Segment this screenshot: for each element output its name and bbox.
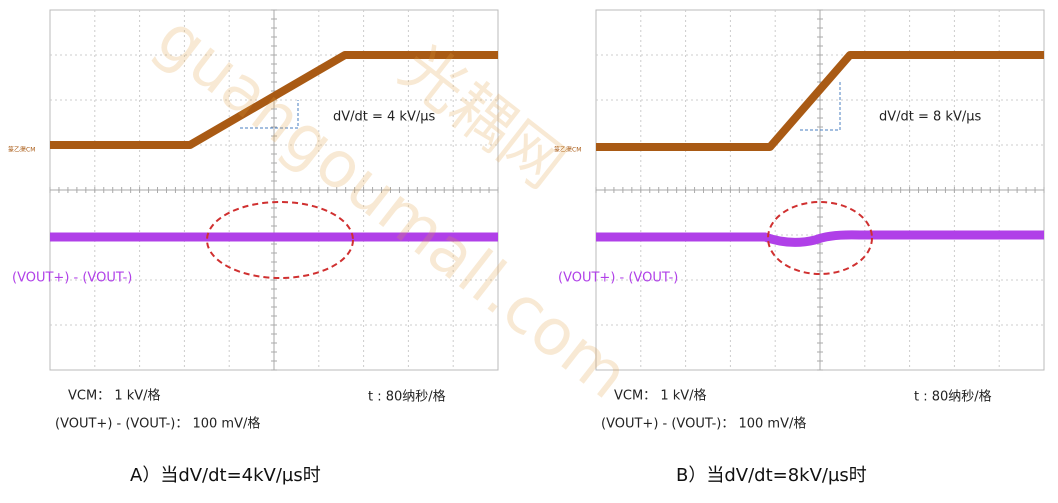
time-scale: t : 80纳秒/格 — [914, 389, 992, 405]
vcm-scale: VCM： 1 kV/格 — [68, 388, 161, 404]
vcm-trace — [596, 51, 1044, 151]
panels: 篆乙渠CM dV/dt = 4 kV/µs (VOUT+) - (VOUT-) VCM… — [8, 9, 1045, 486]
caption: A）当dV/dt=4kV/µs时 — [130, 465, 321, 486]
vcm-trace — [50, 51, 498, 149]
highlight-ellipse — [206, 201, 354, 279]
cm-label: 篆乙渠CM — [554, 146, 581, 154]
caption: B）当dV/dt=8kV/µs时 — [676, 465, 867, 486]
vcm-scale: VCM： 1 kV/格 — [614, 388, 707, 404]
scope-panel: 篆乙渠CM dV/dt = 8 kV/µs (VOUT+) - (VOUT-) VCM… — [554, 9, 1045, 486]
output-scale: (VOUT+) - (VOUT-)： 100 mV/格 — [55, 416, 260, 432]
output-trace — [596, 230, 1044, 247]
cm-label: 篆乙渠CM — [8, 146, 35, 154]
trace-label: (VOUT+) - (VOUT-) — [558, 271, 678, 286]
slope-guide — [800, 82, 841, 131]
highlight-ellipse — [767, 201, 873, 275]
trace-label: (VOUT+) - (VOUT-) — [12, 271, 132, 286]
scope-panel: 篆乙渠CM dV/dt = 4 kV/µs (VOUT+) - (VOUT-) VCM… — [8, 9, 499, 486]
slope-guide — [240, 100, 299, 129]
slope-label: dV/dt = 8 kV/µs — [879, 110, 982, 125]
slope-label: dV/dt = 4 kV/µs — [333, 110, 436, 125]
output-scale: (VOUT+) - (VOUT-)： 100 mV/格 — [601, 416, 806, 432]
time-scale: t : 80纳秒/格 — [368, 389, 446, 405]
